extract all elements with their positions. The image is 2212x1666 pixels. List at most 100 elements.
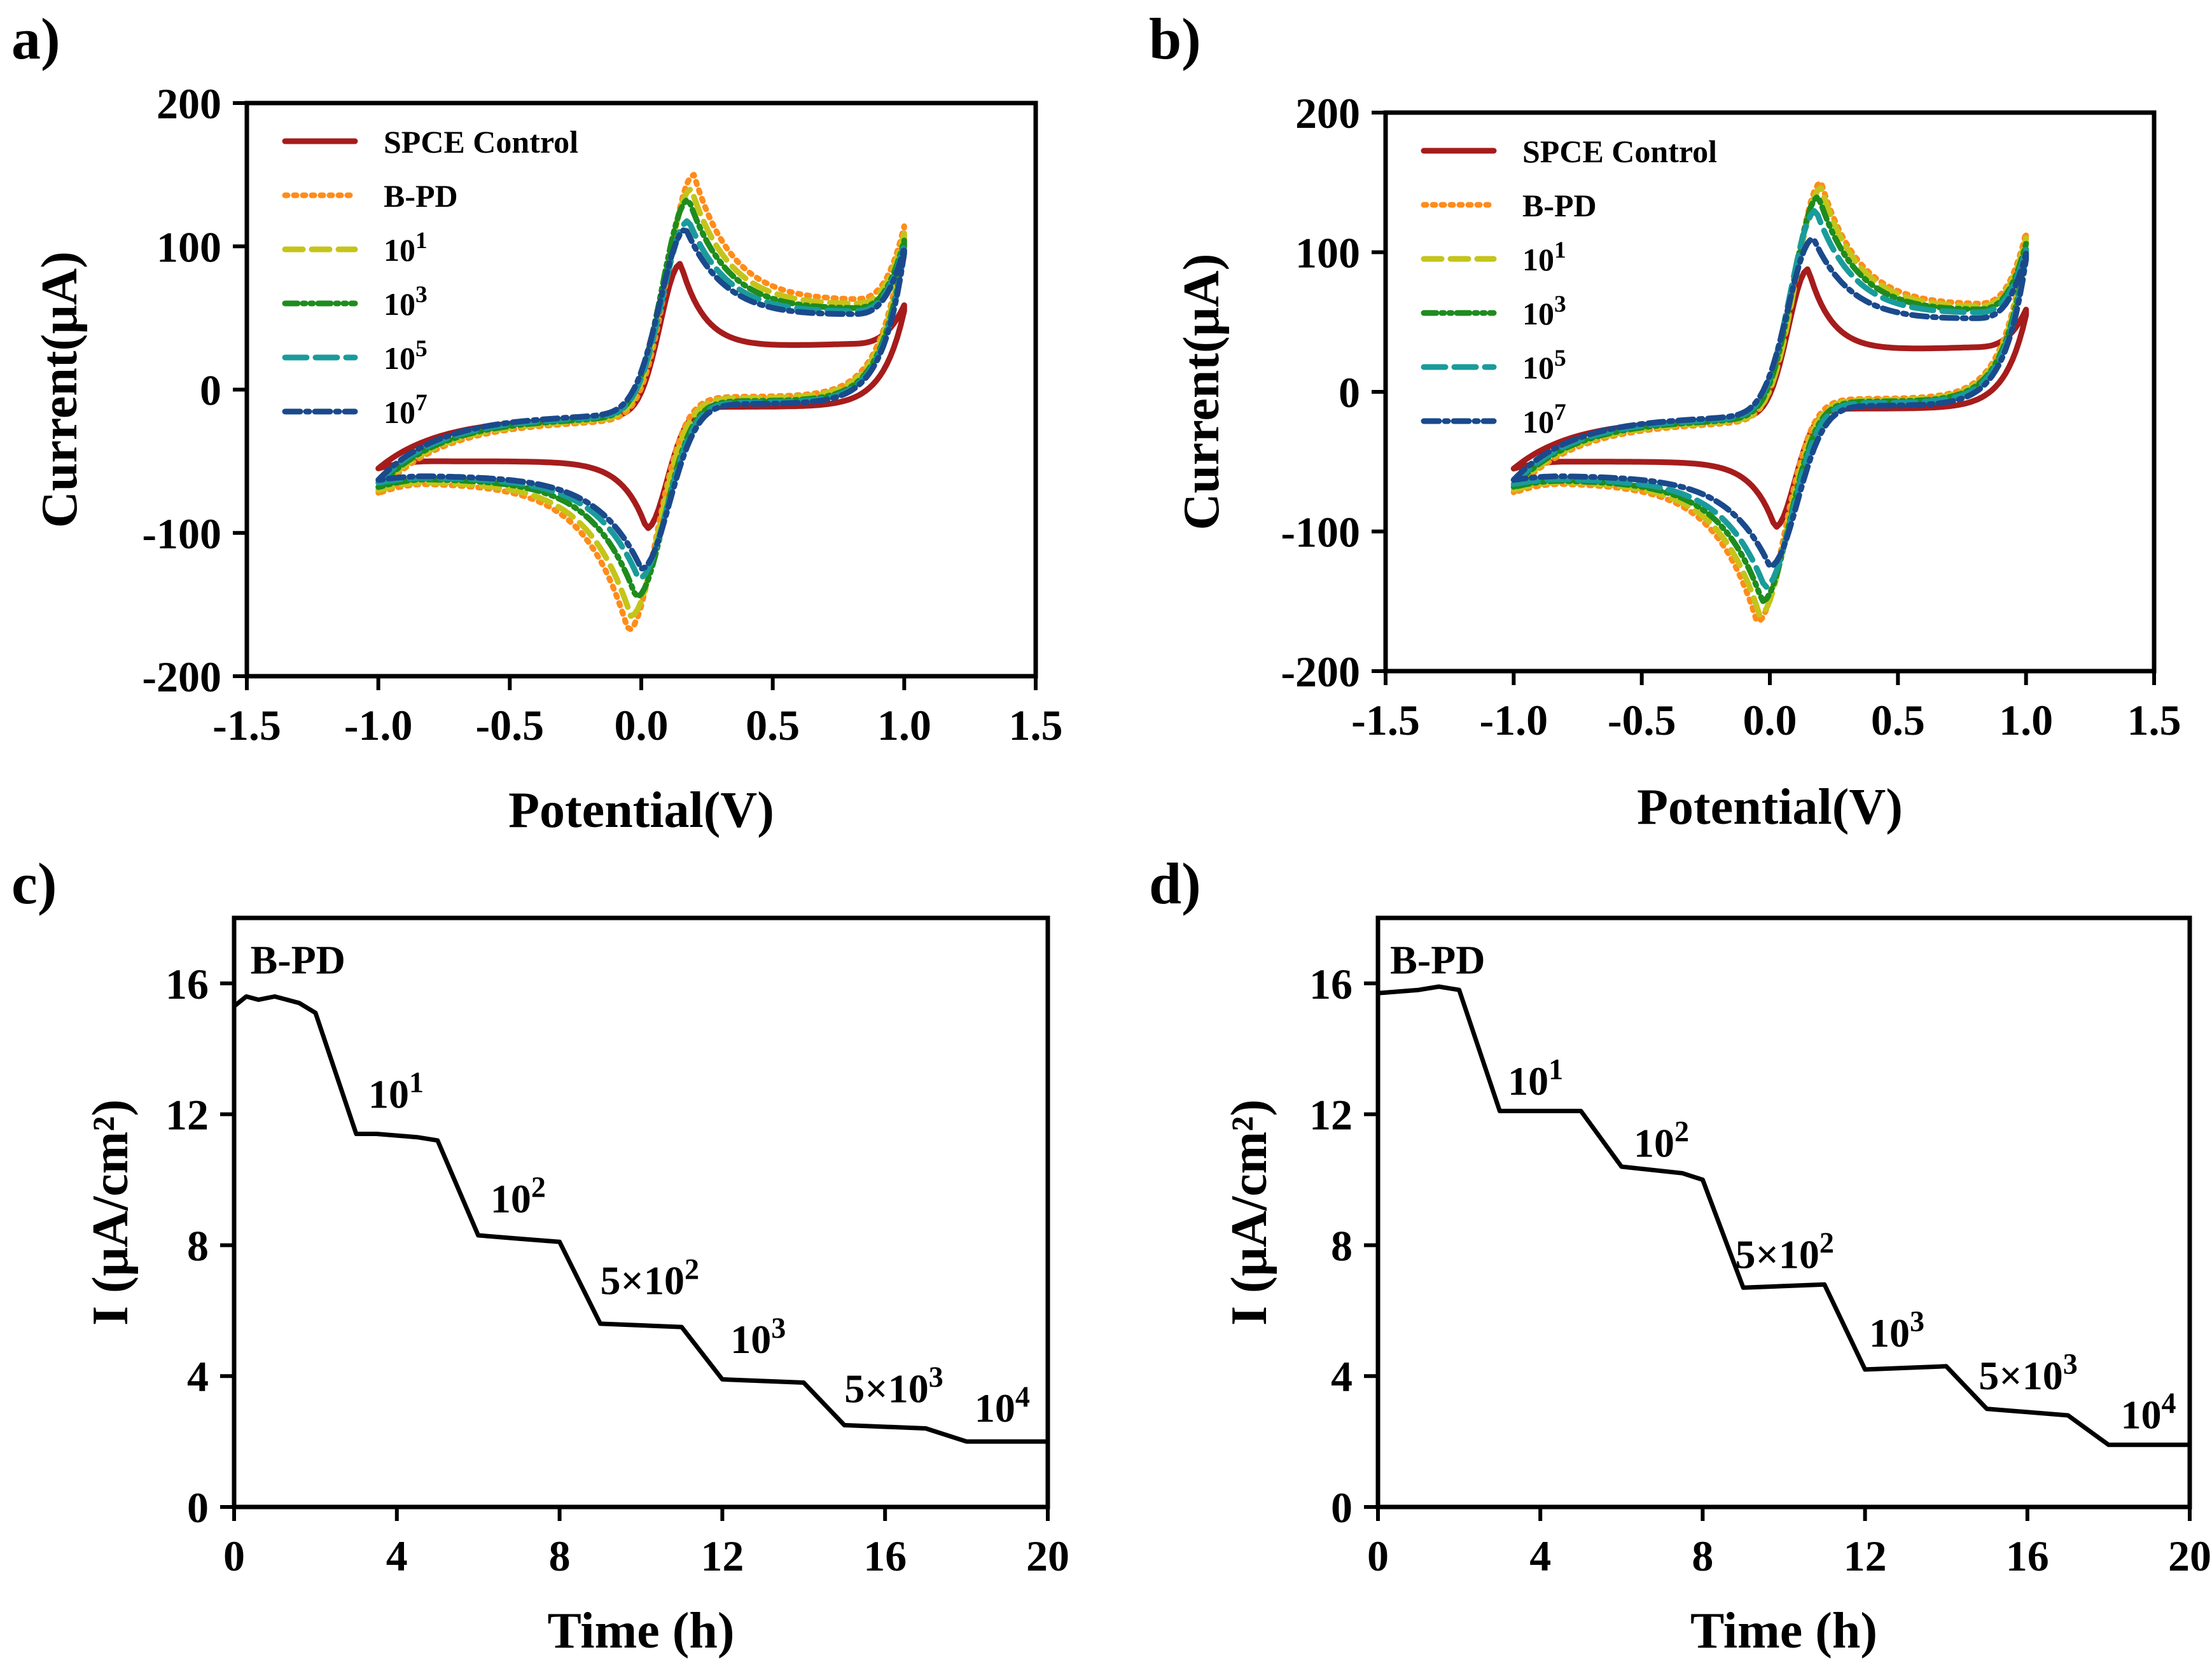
step-annotation-sup: 3 [2063, 1347, 2078, 1380]
y-tick-label: 16 [165, 960, 209, 1008]
panel-label: c) [11, 851, 57, 916]
legend-label: SPCE Control [384, 124, 578, 160]
panel-label: b) [1149, 6, 1201, 71]
y-tick-label: -200 [142, 653, 221, 701]
x-tick-label: -1.5 [1351, 696, 1420, 744]
x-axis-label: Time (h) [1690, 1603, 1877, 1659]
legend-label-sup: 5 [1554, 345, 1566, 371]
step-annotation-sup: 3 [1910, 1305, 1924, 1338]
x-tick-label: 0 [223, 1532, 245, 1580]
legend-label-sup: 7 [415, 390, 428, 416]
x-tick-label: 1.0 [1999, 696, 2053, 744]
step-annotation-sup: 2 [685, 1253, 699, 1285]
x-tick-label: -0.5 [1608, 696, 1676, 744]
legend-label-base: B-PD [384, 178, 458, 214]
legend-label-base: 10 [1522, 350, 1554, 385]
y-tick-label: 4 [187, 1352, 209, 1401]
plot-lines [234, 994, 1048, 1444]
y-tick-label: 0 [1331, 1483, 1353, 1532]
x-tick-label: 20 [2168, 1532, 2211, 1580]
y-tick-label: 0 [200, 366, 221, 415]
step-annotation-base: 10 [1508, 1059, 1548, 1104]
step-annotation-sup: 2 [1819, 1226, 1834, 1259]
x-tick-label: 0 [1367, 1532, 1389, 1580]
x-tick-label: 20 [1026, 1532, 1069, 1580]
legend-label: 101 [1522, 237, 1566, 277]
x-tick-label: 12 [700, 1532, 744, 1580]
step-annotation-base: B-PD [1390, 937, 1485, 982]
step-annotation-base: 5×10 [1979, 1353, 2062, 1398]
step-annotation-base: 5×10 [1735, 1232, 1819, 1277]
step-annotation-base: 5×10 [844, 1366, 928, 1411]
panel-a: a) -1.5 -1.0 -0.5 0.0 0.5 1.0 1.5 -200 -100 0 100 20… [11, 6, 1063, 838]
step-annotation: B-PD [1390, 937, 1485, 982]
plot-lines [375, 172, 907, 632]
x-tick-label: 8 [549, 1532, 571, 1580]
y-axis-label: I (μA/cm²) [1221, 1099, 1277, 1326]
step-annotation-sup: 3 [929, 1361, 943, 1393]
legend-label: 105 [384, 336, 428, 376]
x-tick-label: 1.0 [877, 701, 931, 749]
x-axis-label: Potential(V) [508, 782, 774, 838]
legend-label: 103 [384, 282, 428, 322]
legend-label-base: SPCE Control [384, 124, 578, 160]
step-annotation: 101 [1508, 1053, 1563, 1103]
legend-label: B-PD [384, 178, 458, 214]
legend-label-sup: 1 [415, 228, 428, 254]
y-tick-label: 16 [1309, 960, 1353, 1008]
y-tick-label: 0 [1339, 368, 1360, 417]
x-axis-label: Potential(V) [1637, 779, 1903, 835]
step-annotation: 5×102 [1735, 1226, 1834, 1277]
legend-label: 107 [384, 390, 428, 430]
x-tick-label: 1.5 [2127, 696, 2181, 744]
y-tick-label: 8 [187, 1221, 209, 1270]
x-tick-label: 8 [1692, 1532, 1713, 1580]
legend-label: 103 [1522, 291, 1566, 331]
x-tick-label: -1.0 [1480, 696, 1548, 744]
legend-label-base: 10 [384, 232, 415, 268]
legend-label-sup: 5 [415, 336, 428, 362]
x-tick-label: 12 [1844, 1532, 1887, 1580]
legend-label: B-PD [1522, 188, 1597, 223]
step-annotation: 104 [975, 1380, 1030, 1431]
x-tick-label: 4 [386, 1532, 408, 1580]
legend-label-base: 10 [384, 394, 415, 430]
legend-label-base: SPCE Control [1522, 134, 1717, 169]
legend-label-base: 10 [1522, 242, 1554, 277]
x-tick-label: 16 [2006, 1532, 2049, 1580]
step-annotation-sup: 4 [2162, 1387, 2176, 1419]
step-annotation-base: 10 [1869, 1310, 1910, 1356]
step-annotation-sup: 1 [1548, 1053, 1563, 1085]
step-annotation: 5×103 [844, 1361, 943, 1411]
step-annotation-base: 10 [368, 1071, 409, 1116]
y-tick-label: 0 [187, 1483, 209, 1532]
x-tick-label: 1.5 [1009, 701, 1063, 749]
step-annotation: 102 [490, 1171, 546, 1221]
y-tick-label: 200 [1295, 89, 1360, 137]
step-annotation-sup: 4 [1015, 1380, 1030, 1413]
y-tick-label: 12 [1309, 1091, 1353, 1139]
y-axis-label: I (μA/cm²) [83, 1099, 139, 1326]
step-annotation-sup: 3 [771, 1312, 786, 1344]
step-annotation: 5×103 [1979, 1347, 2078, 1398]
legend-label-base: 10 [1522, 296, 1554, 331]
y-tick-label: 12 [165, 1091, 209, 1139]
x-tick-label: 0.0 [615, 701, 669, 749]
plot-frame [232, 915, 1050, 1510]
step-annotation-sup: 2 [531, 1171, 546, 1204]
y-axis-label: Current(μA) [1174, 254, 1230, 531]
x-tick-label: -1.0 [344, 701, 413, 749]
y-tick-label: 4 [1331, 1352, 1353, 1401]
legend-label-base: 10 [384, 340, 415, 376]
step-annotation-base: 10 [1634, 1121, 1674, 1166]
y-tick-label: 100 [157, 223, 221, 271]
series-line [1378, 984, 2190, 1447]
legend-label: 105 [1522, 345, 1566, 385]
series-line [375, 227, 907, 572]
y-tick-label: 8 [1331, 1221, 1353, 1270]
step-annotation-base: 5×10 [601, 1258, 685, 1303]
x-tick-label: 4 [1529, 1532, 1551, 1580]
